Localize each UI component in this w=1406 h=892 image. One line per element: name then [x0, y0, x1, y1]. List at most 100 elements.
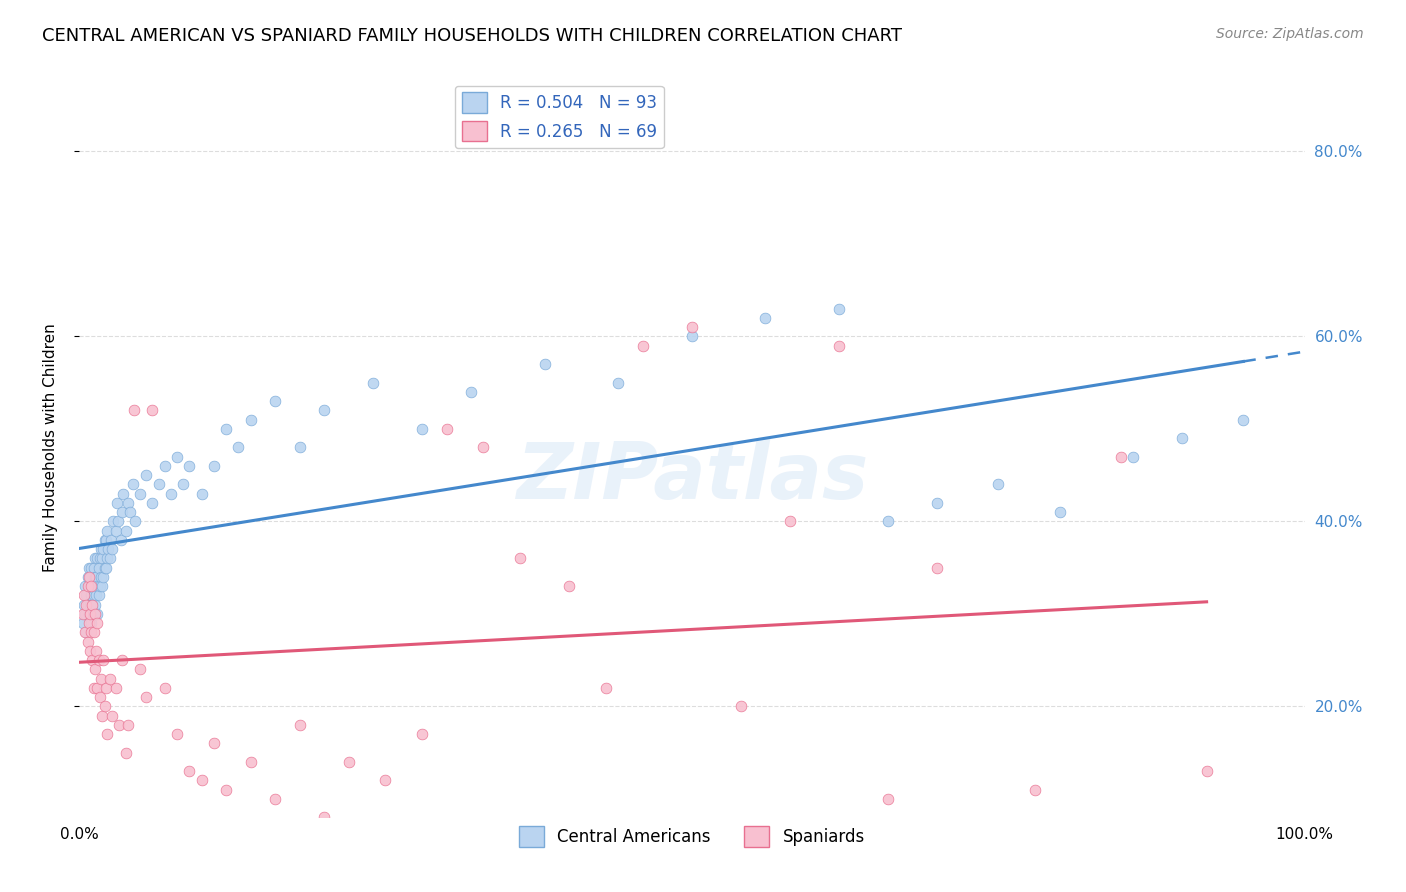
Point	[122, 477, 145, 491]
Point	[607, 376, 630, 390]
Point	[94, 533, 117, 547]
Point	[77, 579, 100, 593]
Point	[77, 616, 100, 631]
Point	[112, 486, 135, 500]
Legend: Central Americans, Spaniards: Central Americans, Spaniards	[512, 820, 872, 854]
Point	[877, 792, 900, 806]
Point	[288, 441, 311, 455]
Point	[83, 625, 105, 640]
Point	[987, 477, 1010, 491]
Point	[202, 458, 225, 473]
Point	[117, 496, 139, 510]
Point	[215, 782, 238, 797]
Point	[166, 450, 188, 464]
Point	[160, 486, 183, 500]
Point	[80, 560, 103, 574]
Point	[83, 598, 105, 612]
Point	[681, 329, 703, 343]
Point	[166, 727, 188, 741]
Point	[141, 403, 163, 417]
Point	[76, 598, 98, 612]
Point	[93, 570, 115, 584]
Point	[80, 625, 103, 640]
Point	[1049, 505, 1071, 519]
Point	[83, 607, 105, 621]
Point	[828, 301, 851, 316]
Point	[91, 579, 114, 593]
Text: Source: ZipAtlas.com: Source: ZipAtlas.com	[1216, 27, 1364, 41]
Point	[84, 588, 107, 602]
Point	[974, 820, 997, 834]
Point	[83, 588, 105, 602]
Point	[314, 403, 336, 417]
Point	[75, 588, 97, 602]
Point	[79, 598, 101, 612]
Point	[1024, 782, 1046, 797]
Point	[411, 727, 433, 741]
Y-axis label: Family Households with Children: Family Households with Children	[44, 323, 58, 572]
Point	[1122, 450, 1144, 464]
Point	[75, 607, 97, 621]
Point	[153, 458, 176, 473]
Point	[79, 570, 101, 584]
Point	[202, 736, 225, 750]
Point	[75, 579, 97, 593]
Point	[84, 570, 107, 584]
Text: ZIPatlas: ZIPatlas	[516, 439, 868, 515]
Point	[86, 579, 108, 593]
Point	[93, 653, 115, 667]
Point	[89, 579, 111, 593]
Point	[141, 496, 163, 510]
Point	[76, 570, 98, 584]
Point	[83, 560, 105, 574]
Point	[179, 458, 201, 473]
Point	[90, 542, 112, 557]
Point	[77, 560, 100, 574]
Point	[82, 653, 104, 667]
Point	[82, 579, 104, 593]
Point	[77, 570, 100, 584]
Point	[754, 310, 776, 325]
Point	[110, 533, 132, 547]
Point	[73, 588, 96, 602]
Point	[82, 598, 104, 612]
Point	[129, 486, 152, 500]
Point	[179, 764, 201, 778]
Point	[103, 515, 125, 529]
Point	[472, 441, 495, 455]
Point	[1109, 450, 1132, 464]
Point	[239, 755, 262, 769]
Point	[361, 376, 384, 390]
Point	[98, 672, 121, 686]
Point	[337, 755, 360, 769]
Point	[436, 422, 458, 436]
Point	[111, 653, 134, 667]
Point	[83, 681, 105, 695]
Point	[96, 551, 118, 566]
Point	[76, 634, 98, 648]
Point	[80, 616, 103, 631]
Point	[925, 496, 948, 510]
Point	[94, 681, 117, 695]
Point	[83, 662, 105, 676]
Point	[77, 607, 100, 621]
Point	[1171, 431, 1194, 445]
Point	[129, 662, 152, 676]
Point	[93, 533, 115, 547]
Point	[190, 773, 212, 788]
Point	[73, 598, 96, 612]
Point	[114, 524, 136, 538]
Point	[101, 542, 124, 557]
Point	[75, 625, 97, 640]
Point	[75, 625, 97, 640]
Point	[80, 588, 103, 602]
Point	[120, 505, 142, 519]
Point	[87, 560, 110, 574]
Point	[94, 560, 117, 574]
Point	[83, 570, 105, 584]
Point	[153, 681, 176, 695]
Point	[93, 699, 115, 714]
Point	[314, 810, 336, 824]
Point	[83, 551, 105, 566]
Point	[98, 551, 121, 566]
